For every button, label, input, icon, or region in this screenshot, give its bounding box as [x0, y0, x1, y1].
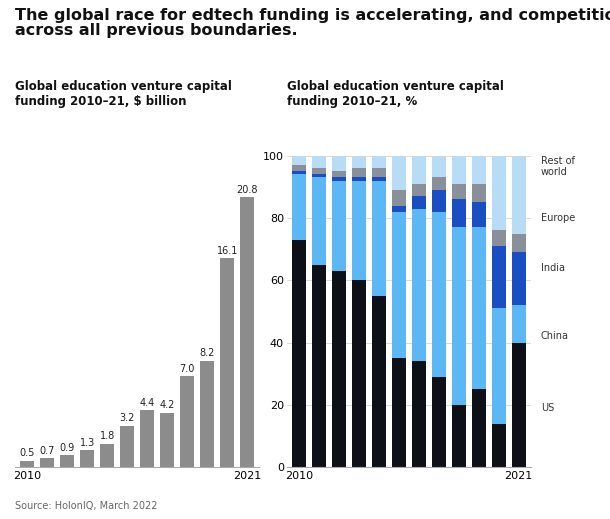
- Bar: [512, 234, 525, 252]
- Bar: [392, 358, 406, 467]
- Text: 7.0: 7.0: [179, 364, 195, 374]
- Bar: [201, 361, 214, 467]
- Bar: [512, 252, 525, 305]
- Bar: [312, 156, 326, 168]
- Text: Global education venture capital
funding 2010–21, %: Global education venture capital funding…: [287, 80, 504, 108]
- Bar: [492, 246, 506, 308]
- Bar: [392, 156, 406, 190]
- Bar: [412, 184, 426, 196]
- Bar: [512, 156, 525, 234]
- Bar: [492, 156, 506, 230]
- Bar: [392, 212, 406, 358]
- Bar: [332, 181, 345, 271]
- Text: 4.2: 4.2: [160, 400, 175, 410]
- Text: India: India: [540, 263, 565, 273]
- Bar: [40, 458, 54, 467]
- Bar: [372, 181, 386, 296]
- Bar: [472, 156, 486, 184]
- Text: 1.3: 1.3: [80, 438, 95, 448]
- Bar: [492, 230, 506, 246]
- Bar: [312, 174, 326, 177]
- Bar: [292, 156, 306, 165]
- Text: Source: HolonIQ, March 2022: Source: HolonIQ, March 2022: [15, 501, 158, 511]
- Bar: [392, 206, 406, 212]
- Bar: [332, 171, 345, 177]
- Bar: [220, 258, 234, 467]
- Bar: [472, 227, 486, 389]
- Bar: [101, 444, 114, 467]
- Bar: [312, 177, 326, 265]
- Bar: [412, 156, 426, 184]
- Bar: [332, 177, 345, 181]
- Bar: [352, 156, 365, 168]
- Bar: [240, 197, 254, 467]
- Text: 3.2: 3.2: [120, 413, 135, 424]
- Text: Rest of
world: Rest of world: [540, 156, 575, 177]
- Bar: [492, 424, 506, 467]
- Bar: [472, 184, 486, 202]
- Bar: [372, 168, 386, 177]
- Bar: [492, 308, 506, 424]
- Bar: [352, 181, 365, 280]
- Bar: [452, 227, 465, 405]
- Bar: [292, 171, 306, 174]
- Text: US: US: [540, 403, 554, 413]
- Text: across all previous boundaries.: across all previous boundaries.: [15, 23, 298, 38]
- Bar: [412, 196, 426, 209]
- Bar: [140, 410, 154, 467]
- Text: 0.9: 0.9: [60, 443, 75, 453]
- Text: 1.8: 1.8: [99, 431, 115, 441]
- Bar: [452, 405, 465, 467]
- Bar: [120, 426, 134, 467]
- Bar: [60, 456, 74, 467]
- Bar: [292, 165, 306, 171]
- Bar: [512, 343, 525, 467]
- Text: 16.1: 16.1: [217, 246, 238, 256]
- Bar: [352, 280, 365, 467]
- Text: 0.5: 0.5: [20, 448, 35, 458]
- Bar: [432, 156, 445, 177]
- Bar: [472, 202, 486, 227]
- Bar: [432, 212, 445, 377]
- Bar: [372, 296, 386, 467]
- Bar: [352, 177, 365, 181]
- Bar: [392, 190, 406, 206]
- Bar: [160, 413, 174, 467]
- Bar: [352, 168, 365, 177]
- Bar: [512, 305, 525, 343]
- Bar: [292, 174, 306, 240]
- Text: Global education venture capital
funding 2010–21, $ billion: Global education venture capital funding…: [15, 80, 232, 108]
- Bar: [332, 271, 345, 467]
- Bar: [312, 265, 326, 467]
- Bar: [21, 461, 34, 467]
- Bar: [432, 177, 445, 190]
- Bar: [452, 156, 465, 184]
- Bar: [292, 240, 306, 467]
- Text: The global race for edtech funding is accelerating, and competition spans: The global race for edtech funding is ac…: [15, 8, 610, 23]
- Text: China: China: [540, 331, 569, 342]
- Bar: [432, 377, 445, 467]
- Text: 0.7: 0.7: [40, 446, 55, 456]
- Bar: [412, 361, 426, 467]
- Bar: [452, 199, 465, 227]
- Bar: [412, 209, 426, 361]
- Text: 8.2: 8.2: [199, 348, 215, 359]
- Text: 20.8: 20.8: [237, 185, 258, 195]
- Bar: [372, 156, 386, 168]
- Text: 4.4: 4.4: [140, 398, 155, 408]
- Bar: [452, 184, 465, 199]
- Bar: [472, 389, 486, 467]
- Bar: [432, 190, 445, 212]
- Bar: [312, 168, 326, 174]
- Text: Europe: Europe: [540, 213, 575, 223]
- Bar: [81, 450, 94, 467]
- Bar: [181, 376, 194, 467]
- Bar: [372, 177, 386, 181]
- Bar: [332, 156, 345, 171]
